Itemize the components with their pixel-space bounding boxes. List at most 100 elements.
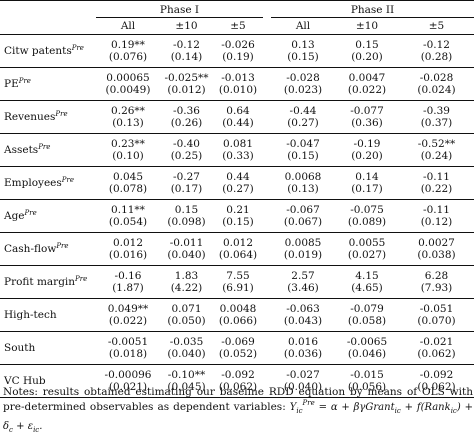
estimate-cell: -0.015 (0.056) xyxy=(335,364,399,398)
estimate-cell: 0.049** (0.022) xyxy=(96,298,160,332)
standard-error: (0.076) xyxy=(108,51,148,63)
coefficient: -0.092 xyxy=(419,369,454,381)
row-label: Profit marginPre xyxy=(0,265,96,299)
coefficient: 0.26** xyxy=(111,105,145,117)
standard-error: (6.91) xyxy=(222,282,254,294)
standard-error: (0.27) xyxy=(222,183,254,195)
standard-error: (0.37) xyxy=(420,117,453,129)
standard-error: (0.056) xyxy=(347,381,387,393)
coefficient: 0.00065 xyxy=(106,72,150,84)
row-label-superscript: Pre xyxy=(38,143,51,151)
standard-error: (0.043) xyxy=(283,315,323,327)
estimate-cell: -0.079 (0.058) xyxy=(335,298,399,332)
coefficient: 0.0055 xyxy=(348,237,386,249)
estimate-cell: -0.051 (0.070) xyxy=(399,298,474,332)
standard-error: (0.052) xyxy=(218,348,258,360)
table-row: RevenuesPre 0.26** (0.13) -0.36 (0.26) 0.64 (0… xyxy=(0,100,474,134)
standard-error: (0.27) xyxy=(287,117,319,129)
estimate-cell: -0.12 (0.14) xyxy=(160,34,213,68)
estimate-cell: -0.027 (0.040) xyxy=(271,364,335,398)
standard-error: (0.021) xyxy=(108,381,148,393)
standard-error: (0.17) xyxy=(170,183,203,195)
estimate-cell: 0.14 (0.17) xyxy=(335,166,399,200)
estimate-cell: -0.39 (0.37) xyxy=(399,100,474,134)
phase-2-header: Phase II xyxy=(271,1,474,18)
standard-error: (0.13) xyxy=(112,117,144,129)
standard-error: (0.062) xyxy=(417,381,456,393)
coefficient: 0.13 xyxy=(291,39,315,51)
coefficient: -0.00096 xyxy=(104,369,152,381)
coefficient: -0.52** xyxy=(417,138,456,150)
standard-error: (4.65) xyxy=(351,282,383,294)
estimate-cell: 0.13 (0.15) xyxy=(271,34,335,68)
coefficient: 0.012 xyxy=(222,237,254,249)
standard-error: (3.46) xyxy=(287,282,319,294)
row-label: Citw patentsPre xyxy=(0,34,96,68)
estimate-cell: 0.44 (0.27) xyxy=(213,166,263,200)
estimate-cell: 0.15 (0.20) xyxy=(335,34,399,68)
estimate-cell: 0.016 (0.036) xyxy=(271,331,335,365)
estimate-cell: -0.075 (0.089) xyxy=(335,199,399,233)
estimate-cell: 0.012 (0.064) xyxy=(213,232,263,266)
estimate-cell: -0.026 (0.19) xyxy=(213,34,263,68)
standard-error: (0.066) xyxy=(218,315,258,327)
coefficient: -0.12 xyxy=(423,39,450,51)
estimate-cell: -0.0065 (0.046) xyxy=(335,331,399,365)
estimate-cell: -0.10** (0.045) xyxy=(160,364,213,398)
row-label: AgePre xyxy=(0,199,96,233)
estimate-cell: 0.045 (0.078) xyxy=(96,166,160,200)
standard-error: (0.062) xyxy=(218,381,258,393)
standard-error: (0.050) xyxy=(167,315,206,327)
estimate-cell: 0.0068 (0.13) xyxy=(271,166,335,200)
standard-error: (0.20) xyxy=(351,150,383,162)
coefficient: -0.19 xyxy=(353,138,381,150)
row-label-text: South xyxy=(4,342,36,354)
row-label-superscript: Pre xyxy=(56,242,69,250)
row-label-text: Citw patents xyxy=(4,45,72,57)
table-row: AssetsPre 0.23** (0.10) -0.40 (0.25) 0.081 (0.… xyxy=(0,133,474,167)
table-row: High-tech 0.049** (0.022) 0.071 (0.050) 0.004… xyxy=(0,298,474,332)
estimate-cell: 0.0048 (0.066) xyxy=(213,298,263,332)
standard-error: (0.26) xyxy=(170,117,203,129)
subheader-pm10: ±10 xyxy=(160,17,213,35)
standard-error: (0.016) xyxy=(108,249,148,261)
coefficient: 0.049** xyxy=(107,303,149,315)
estimate-cell: -0.021 (0.062) xyxy=(399,331,474,365)
standard-error: (0.19) xyxy=(222,51,254,63)
table-row: VC Hub -0.00096 (0.021) -0.10** (0.045) -0.09… xyxy=(0,364,474,398)
coefficient: -0.013 xyxy=(221,72,255,84)
coefficient: -0.011 xyxy=(169,237,204,249)
estimate-cell: 0.26** (0.13) xyxy=(96,100,160,134)
standard-error: (0.046) xyxy=(347,348,387,360)
column-gap xyxy=(263,100,271,134)
standard-error: (0.0049) xyxy=(105,84,151,96)
coefficient: 0.21 xyxy=(226,204,250,216)
coefficient: -0.27 xyxy=(173,171,200,183)
coefficient: -0.0051 xyxy=(107,336,149,348)
estimate-cell: -0.11 (0.22) xyxy=(399,166,474,200)
row-label-text: PE xyxy=(4,78,19,90)
column-gap xyxy=(263,34,271,68)
standard-error: (0.067) xyxy=(283,216,323,228)
estimate-cell: -0.52** (0.24) xyxy=(399,133,474,167)
column-gap xyxy=(263,265,271,299)
coefficient: -0.0065 xyxy=(346,336,388,348)
coefficient: -0.035 xyxy=(169,336,204,348)
estimate-cell: 0.64 (0.44) xyxy=(213,100,263,134)
standard-error: (0.022) xyxy=(347,84,387,96)
row-label-text: Cash-flow xyxy=(4,243,57,255)
subheader-pm5: ±5 xyxy=(399,17,474,35)
row-label: AssetsPre xyxy=(0,133,96,167)
estimate-cell: 0.19** (0.076) xyxy=(96,34,160,68)
standard-error: (0.036) xyxy=(283,348,323,360)
estimate-cell: -0.12 (0.28) xyxy=(399,34,474,68)
coefficient: 0.14 xyxy=(355,171,379,183)
coefficient: -0.015 xyxy=(350,369,384,381)
standard-error: (0.054) xyxy=(108,216,148,228)
estimate-cell: 0.11** (0.054) xyxy=(96,199,160,233)
table-row: EmployeesPre 0.045 (0.078) -0.27 (0.17) 0.44(… xyxy=(0,166,474,200)
estimate-cell: -0.067 (0.067) xyxy=(271,199,335,233)
subheader-pm5: ±5 xyxy=(213,17,263,35)
coefficient: -0.051 xyxy=(419,303,454,315)
coefficient: -0.12 xyxy=(173,39,200,51)
